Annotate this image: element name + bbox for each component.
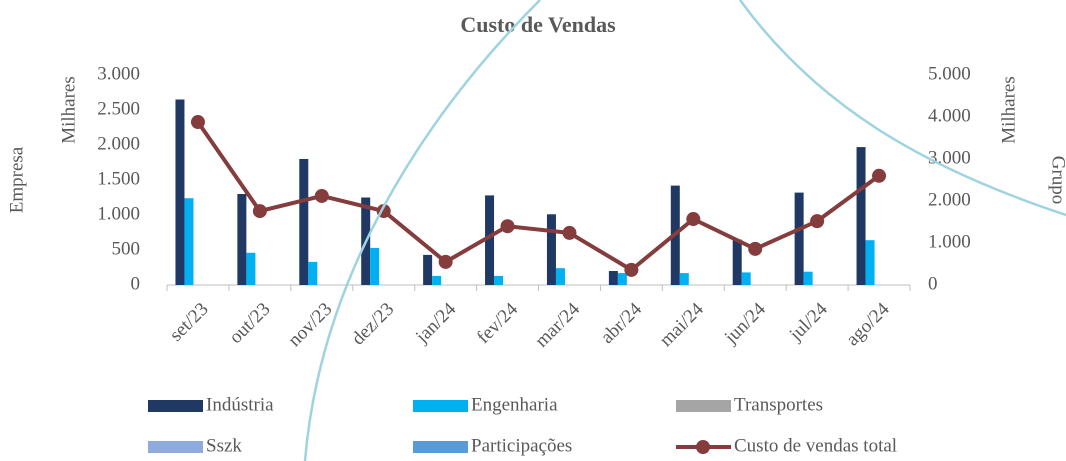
line-marker	[253, 204, 267, 218]
bar	[742, 272, 751, 285]
legend-swatch	[676, 400, 731, 412]
bar	[556, 268, 565, 285]
bar	[299, 159, 308, 285]
bar	[804, 272, 813, 285]
bar	[237, 194, 246, 285]
y-axis-unit: Milhares	[58, 76, 79, 144]
y2-tick-label: 4.000	[928, 105, 971, 126]
bar	[795, 193, 804, 285]
line-marker	[748, 242, 762, 256]
y-tick-label: 1.500	[97, 168, 140, 189]
y-tick-label: 2.000	[97, 133, 140, 154]
bar	[866, 240, 875, 285]
y2-tick-label: 5.000	[928, 63, 971, 84]
bar	[370, 248, 379, 285]
line-marker	[501, 219, 515, 233]
page: Custo de Vendas Empresa Milhares Milhare…	[0, 0, 1066, 461]
line-marker	[439, 255, 453, 269]
bar	[609, 271, 618, 285]
y2-axis-unit: Milhares	[998, 76, 1019, 144]
bar	[175, 100, 184, 286]
bar	[857, 147, 866, 285]
y2-tick-label: 2.000	[928, 189, 971, 210]
line-marker	[686, 212, 700, 226]
y-tick-label: 3.000	[97, 63, 140, 84]
legend-swatch	[696, 440, 710, 454]
bar	[618, 273, 627, 285]
line-marker	[562, 226, 576, 240]
legend-label: Indústria	[206, 394, 274, 415]
legend-label: Transportes	[734, 394, 823, 415]
y2-tick-label: 0	[928, 273, 938, 294]
line-marker	[872, 169, 886, 183]
y2-tick-label: 1.000	[928, 231, 971, 252]
y2-tick-label: 3.000	[928, 147, 971, 168]
legend-label: Sszk	[206, 435, 242, 456]
y2-axis-title: Grupo	[1048, 156, 1066, 205]
line-marker	[315, 189, 329, 203]
bar	[680, 273, 689, 285]
legend-label: Participações	[471, 435, 572, 456]
bar	[432, 276, 441, 285]
bar	[308, 262, 317, 285]
chart-title: Custo de Vendas	[460, 12, 616, 37]
bar	[423, 255, 432, 285]
bar	[547, 214, 556, 285]
legend-swatch	[413, 400, 468, 412]
line-marker	[810, 214, 824, 228]
line-marker	[191, 115, 205, 129]
chart: Custo de Vendas Empresa Milhares Milhare…	[0, 0, 1066, 461]
y-tick-label: 500	[112, 238, 141, 259]
legend-swatch	[148, 441, 203, 453]
legend-swatch	[413, 441, 468, 453]
y-tick-label: 0	[131, 273, 141, 294]
bar	[246, 253, 255, 285]
legend-label: Engenharia	[471, 394, 558, 415]
legend-label: Custo de vendas total	[734, 435, 897, 456]
y-axis-title: Empresa	[6, 146, 27, 213]
y-tick-label: 1.000	[97, 203, 140, 224]
line-marker	[624, 263, 638, 277]
y-tick-label: 2.500	[97, 98, 140, 119]
legend-swatch	[148, 400, 203, 412]
bar	[494, 276, 503, 285]
bar	[733, 240, 742, 286]
bar	[184, 198, 193, 285]
